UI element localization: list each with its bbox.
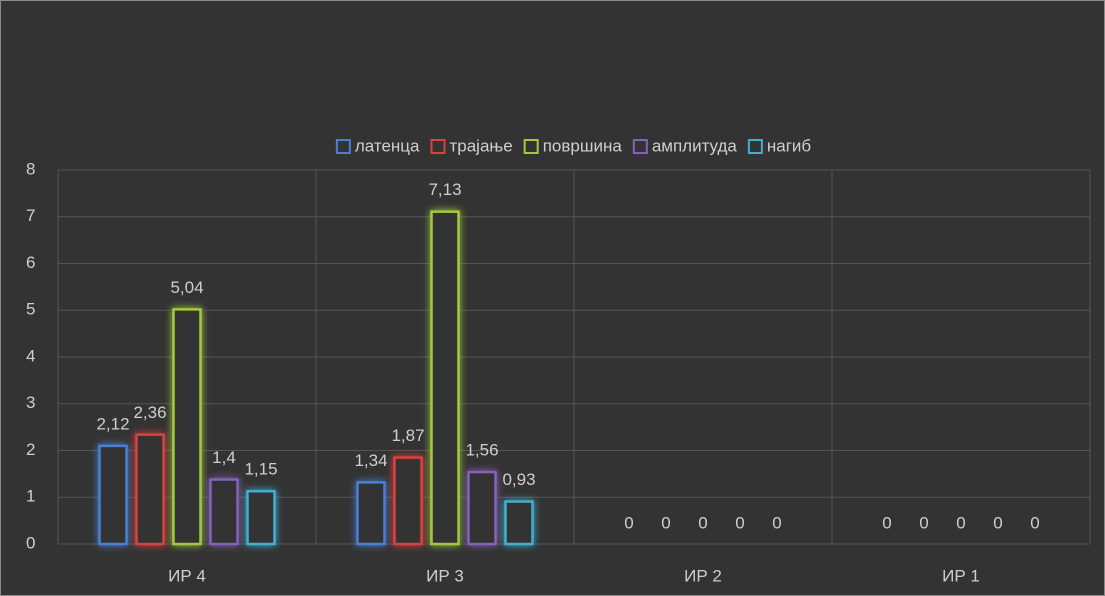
bar [172,308,202,546]
bar [209,478,239,546]
data-label: 1,87 [391,426,424,445]
y-tick-label: 8 [26,159,35,178]
data-label: 0 [735,513,744,532]
data-label: 0 [772,513,781,532]
legend-label: трајање [449,136,512,155]
x-tick-label: ИР 1 [942,566,980,585]
data-label: 5,04 [170,278,203,297]
data-label: 0 [624,513,633,532]
data-label: 1,4 [212,448,236,467]
data-label: 0 [882,513,891,532]
y-tick-label: 1 [26,487,35,506]
x-tick-label: ИР 3 [426,566,464,585]
legend-swatch [632,139,648,154]
bar [504,500,534,546]
legend-swatch [747,139,763,154]
data-label: 7,13 [428,180,461,199]
legend-label: површина [543,136,623,155]
legend-label: нагиб [767,136,812,155]
bar [356,481,386,546]
y-tick-label: 3 [26,393,35,412]
y-tick-label: 4 [26,346,35,365]
bar [98,444,128,546]
legend-swatch [430,139,446,154]
legend-swatch [335,139,351,154]
bar [393,456,423,546]
y-tick-label: 7 [26,206,35,225]
data-label: 1,34 [354,451,387,470]
data-label: 1,15 [244,460,277,479]
data-label: 0 [956,513,965,532]
data-label: 0 [661,513,670,532]
x-tick-label: ИР 2 [684,566,722,585]
legend-swatch [523,139,539,154]
bar [467,470,497,546]
data-label: 0 [919,513,928,532]
data-label: 0 [993,513,1002,532]
data-label: 0 [1030,513,1039,532]
y-tick-label: 0 [26,533,35,552]
y-tick-label: 2 [26,440,35,459]
data-label: 0 [698,513,707,532]
bar [135,433,165,546]
data-label: 2,12 [96,414,129,433]
legend-label: латенца [355,136,420,155]
y-tick-label: 6 [26,253,35,272]
data-label: 0,93 [502,470,535,489]
y-tick-label: 5 [26,300,35,319]
bar [430,210,460,546]
x-tick-label: ИР 4 [168,566,206,585]
data-label: 2,36 [133,403,166,422]
legend-label: амплитуда [652,136,738,155]
bar [246,489,276,546]
data-label: 1,56 [465,441,498,460]
